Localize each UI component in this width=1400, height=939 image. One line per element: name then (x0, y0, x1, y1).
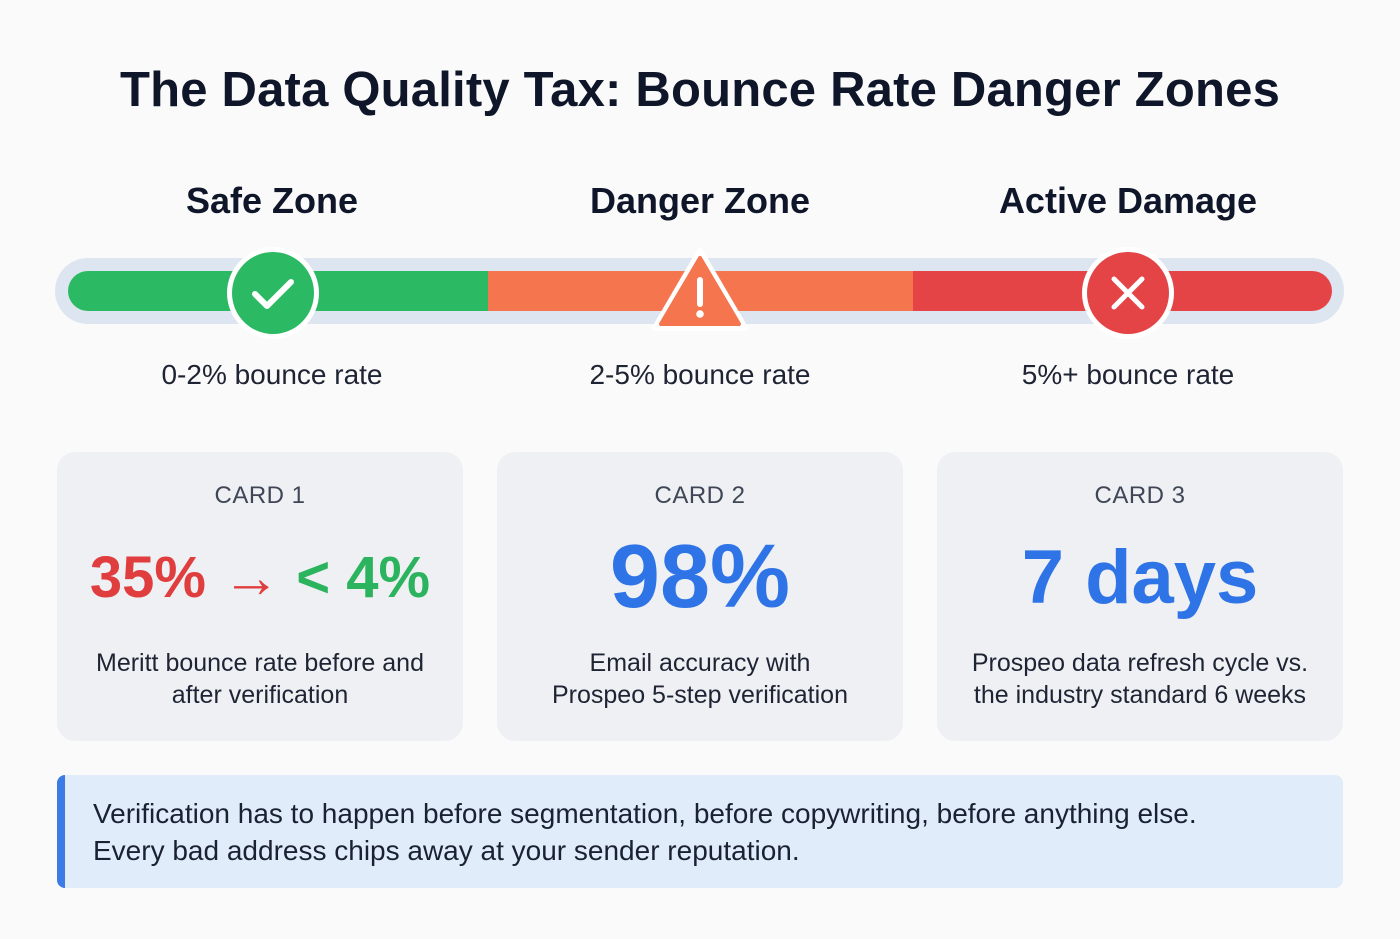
card-description: Prospeo data refresh cycle vs. the indus… (937, 647, 1343, 711)
card-description-line: Prospeo data refresh cycle vs. (971, 649, 1309, 677)
card-description: Email accuracy with Prospeo 5-step verif… (497, 647, 903, 711)
card-stat-value: 35% → < 4% (57, 544, 463, 611)
card-label: CARD 1 (214, 482, 306, 509)
callout-box: Verification has to happen before segmen… (57, 775, 1343, 888)
card-description-line: after verification (171, 681, 349, 709)
warning-triangle-icon (652, 248, 748, 332)
card-label: CARD 2 (654, 482, 746, 509)
card-description: Meritt bounce rate before and after veri… (57, 647, 463, 711)
page-title: The Data Quality Tax: Bounce Rate Danger… (119, 63, 1281, 117)
zone-range-danger: 2-5% bounce rate (589, 359, 811, 390)
zone-heading-damage: Active Damage (998, 180, 1258, 221)
callout-line: Verification has to happen before segmen… (93, 798, 1197, 829)
card-label: CARD 3 (1094, 482, 1186, 509)
card-stat-value: 7 days (1021, 535, 1259, 620)
callout-text: Verification has to happen before segmen… (93, 795, 1197, 869)
stat-card-1: CARD 1 35% → < 4% Meritt bounce rate bef… (57, 452, 463, 741)
card-description-line: the industry standard 6 weeks (973, 681, 1307, 709)
after-value: < 4% (296, 545, 431, 610)
card-stat-value: 98% (609, 527, 791, 627)
card-description-line: Prospeo 5-step verification (552, 681, 848, 709)
zone-heading-danger: Danger Zone (589, 180, 811, 221)
zone-heading-safe: Safe Zone (185, 180, 359, 221)
callout-line: Every bad address chips away at your sen… (93, 835, 800, 866)
arrow-right-icon: → (222, 545, 281, 610)
stat-card-3: CARD 3 7 days Prospeo data refresh cycle… (937, 452, 1343, 741)
stat-card-2: CARD 2 98% Email accuracy with Prospeo 5… (497, 452, 903, 741)
x-circle-icon (1080, 245, 1176, 341)
card-description-line: Email accuracy with (589, 649, 811, 677)
zone-range-damage: 5%+ bounce rate (1021, 359, 1235, 390)
check-circle-icon (225, 245, 321, 341)
card-description-line: Meritt bounce rate before and (96, 649, 424, 677)
zone-range-safe: 0-2% bounce rate (161, 359, 383, 390)
before-value: 35% (89, 545, 206, 610)
